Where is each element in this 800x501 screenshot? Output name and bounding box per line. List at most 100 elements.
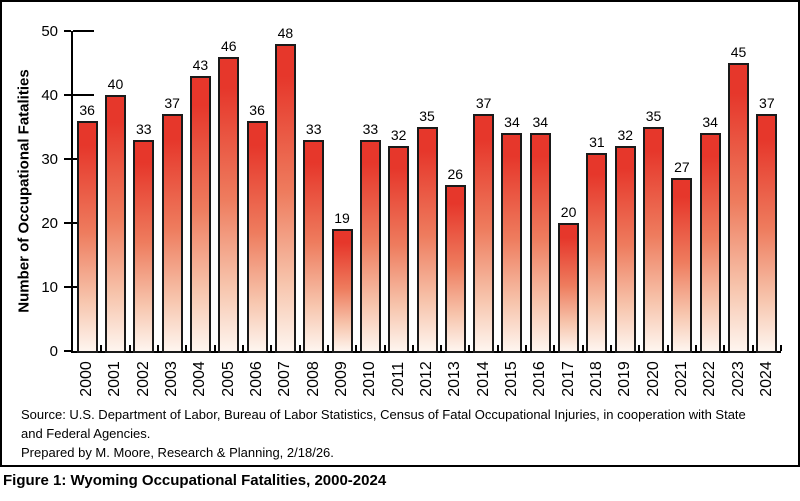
bar-value-label: 20	[560, 204, 577, 220]
bar-2007	[274, 43, 296, 353]
y-axis-tick-label: 0	[49, 342, 58, 360]
bar-2006	[246, 120, 268, 353]
source-note: Source: U.S. Department of Labor, Bureau…	[21, 405, 751, 462]
x-axis-category-label: 2000	[78, 361, 96, 397]
bar-2018	[586, 152, 608, 353]
bar-2001	[104, 95, 126, 353]
bar-value-label: 37	[164, 95, 180, 112]
x-axis-category-label: 2018	[587, 361, 605, 397]
bar-2002	[133, 139, 155, 353]
bar-value-label: 46	[220, 37, 237, 54]
y-axis-tick-label: 10	[41, 278, 58, 296]
bar-value-label: 40	[107, 76, 124, 92]
bar-value-label: 33	[305, 120, 322, 137]
bar-value-label: 19	[334, 210, 350, 227]
x-axis-tick	[610, 345, 613, 351]
y-axis-tick	[64, 158, 71, 160]
bar-2019	[614, 146, 636, 353]
bar-value-label: 48	[277, 24, 294, 41]
y-axis-line	[71, 31, 73, 353]
y-axis-tick	[64, 30, 71, 32]
x-axis-category-label: 2011	[389, 361, 407, 397]
x-axis-tick	[298, 345, 301, 351]
x-axis-category-label: 2001	[106, 361, 124, 397]
bar-2020	[643, 127, 665, 353]
x-axis-tick	[185, 345, 188, 351]
x-axis-tick	[156, 345, 159, 351]
x-axis-tick	[695, 345, 698, 351]
bar-2008	[303, 139, 325, 353]
bar-value-label: 33	[362, 120, 379, 137]
x-axis-category-label: 2007	[276, 361, 294, 397]
x-axis-category-label: 2014	[474, 361, 492, 397]
bar-value-label: 27	[674, 159, 690, 176]
y-axis-inner-tick	[73, 30, 94, 32]
x-axis-tick	[581, 345, 584, 351]
bar-value-label: 37	[759, 95, 775, 112]
x-axis-category-label: 2024	[757, 361, 775, 397]
bar-2004	[189, 75, 211, 353]
x-axis-category-label: 2016	[531, 361, 549, 397]
x-axis-category-label: 2002	[134, 361, 152, 397]
bar-2009	[331, 229, 353, 353]
x-axis-category-label: 2022	[701, 361, 719, 397]
chart-area: Number of Occupational Fatalities 0 10 20 3…	[0, 0, 800, 467]
bar-value-label: 36	[79, 101, 95, 118]
bar-value-label: 37	[475, 95, 492, 112]
bar-2016	[529, 133, 551, 353]
bar-value-label: 34	[504, 114, 520, 131]
x-axis-tick	[383, 345, 386, 351]
y-axis-inner-tick	[73, 94, 94, 96]
x-axis-category-label: 2015	[502, 361, 520, 397]
x-axis-category-label: 2005	[219, 361, 237, 397]
figure-caption: Figure 1: Wyoming Occupational Fatalitie…	[3, 472, 387, 489]
bar-2015	[501, 133, 523, 353]
source-line: Source: U.S. Department of Labor, Bureau…	[21, 407, 746, 441]
bar-value-label: 32	[390, 127, 407, 144]
x-axis-category-label: 2006	[248, 361, 266, 397]
x-axis-tick	[751, 345, 754, 351]
y-axis-tick	[64, 94, 71, 96]
x-axis-tick	[666, 345, 669, 351]
x-axis-category-label: 2003	[163, 361, 181, 397]
y-axis-tick	[64, 350, 71, 352]
bar-value-label: 26	[447, 165, 464, 182]
x-axis-tick	[213, 345, 216, 351]
x-axis-tick	[411, 345, 414, 351]
y-axis-title: Number of Occupational Fatalities	[15, 69, 33, 313]
bar-value-label: 35	[645, 108, 662, 124]
y-axis-tick-label: 40	[41, 86, 58, 104]
bar-2024	[756, 114, 778, 353]
x-axis-tick	[128, 345, 131, 351]
x-axis-category-label: 2021	[672, 361, 690, 397]
x-axis-tick	[496, 345, 499, 351]
x-axis-tick	[638, 345, 641, 351]
bar-value-label: 32	[617, 127, 634, 144]
bar-2010	[359, 139, 381, 353]
bar-2000	[76, 120, 98, 353]
x-axis-tick	[723, 345, 726, 351]
bar-2014	[473, 114, 495, 353]
bar-value-label: 34	[532, 114, 549, 131]
x-axis-category-label: 2009	[333, 361, 351, 397]
x-axis-tick	[468, 345, 471, 351]
bar-value-label: 45	[730, 44, 747, 60]
y-axis-tick	[64, 222, 71, 224]
bar-2022	[699, 133, 721, 353]
bar-2011	[388, 146, 410, 353]
x-axis-category-label: 2013	[446, 361, 464, 397]
y-axis-tick-label: 50	[41, 22, 58, 40]
x-axis-tick	[270, 345, 273, 351]
x-axis-tick	[326, 345, 329, 351]
bar-value-label: 36	[249, 101, 265, 118]
bar-2013	[444, 184, 466, 353]
x-axis-tick	[525, 345, 528, 351]
x-axis-category-label: 2020	[644, 361, 662, 397]
x-axis-tick	[241, 345, 244, 351]
bar-2017	[558, 223, 580, 353]
y-axis-tick-label: 20	[41, 214, 58, 232]
x-axis-category-label: 2023	[729, 361, 747, 397]
bar-2012	[416, 127, 438, 353]
prepared-by-line: Prepared by M. Moore, Research & Plannin…	[21, 445, 334, 460]
